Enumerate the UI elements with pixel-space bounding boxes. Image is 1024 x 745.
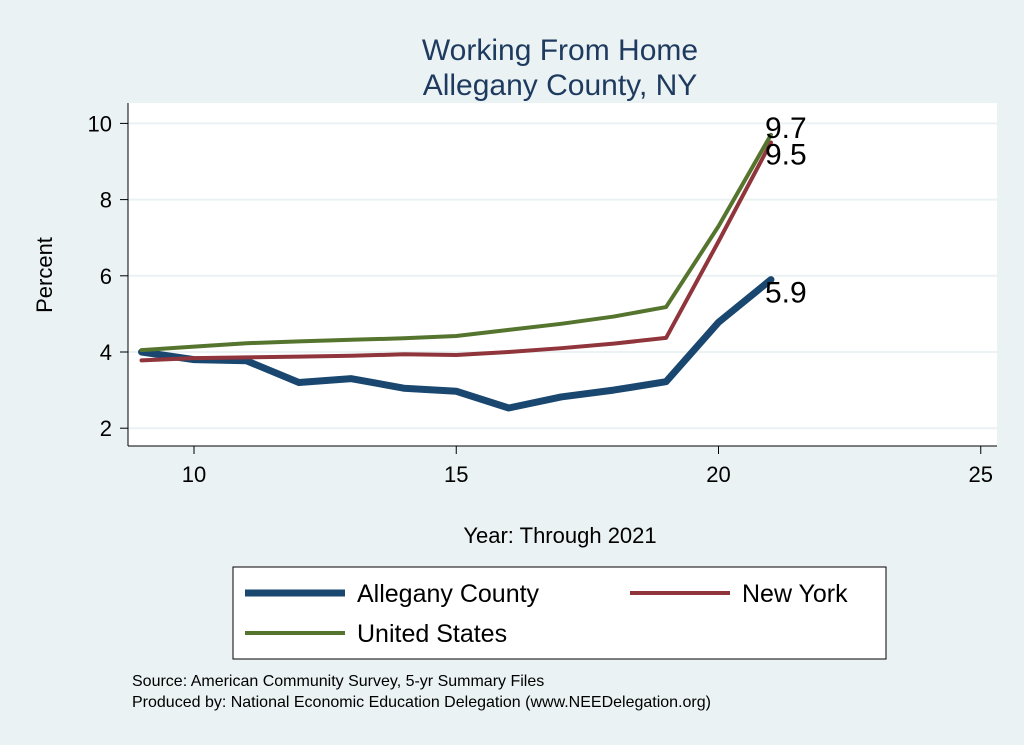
- y-tick-label: 8: [100, 188, 112, 213]
- legend-label-new-york: New York: [742, 580, 848, 608]
- legend: Allegany County New York United States: [232, 566, 887, 660]
- x-tick-label: 15: [444, 462, 468, 487]
- end-label-united-states: 9.7: [765, 112, 807, 145]
- legend-label-allegany: Allegany County: [357, 580, 540, 608]
- y-tick-label: 2: [100, 416, 112, 441]
- x-axis-label: Year: Through 2021: [463, 523, 656, 548]
- end-label-new-york: 9.5: [765, 138, 807, 171]
- y-tick-label: 6: [100, 264, 112, 289]
- series-line-allegany-county: [138, 276, 775, 412]
- x-tick-label: 10: [182, 462, 206, 487]
- series-line-united-states: [139, 132, 773, 353]
- legend-label-united-states: United States: [357, 620, 507, 648]
- chart-title: Working From Home: [422, 34, 698, 67]
- source-note: Source: American Community Survey, 5-yr …: [132, 673, 544, 690]
- x-tick-label: 20: [706, 462, 730, 487]
- series-line-new-york: [139, 140, 773, 363]
- y-axis-label: Percent: [32, 237, 57, 313]
- end-label-allegany-county: 5.9: [765, 277, 807, 310]
- plot-area: [128, 103, 997, 446]
- producer-note: Produced by: National Economic Education…: [132, 694, 711, 711]
- y-tick-label: 4: [100, 340, 112, 365]
- x-tick-label: 25: [969, 462, 993, 487]
- y-tick-label: 10: [88, 111, 112, 136]
- chart-subtitle: Allegany County, NY: [423, 69, 698, 102]
